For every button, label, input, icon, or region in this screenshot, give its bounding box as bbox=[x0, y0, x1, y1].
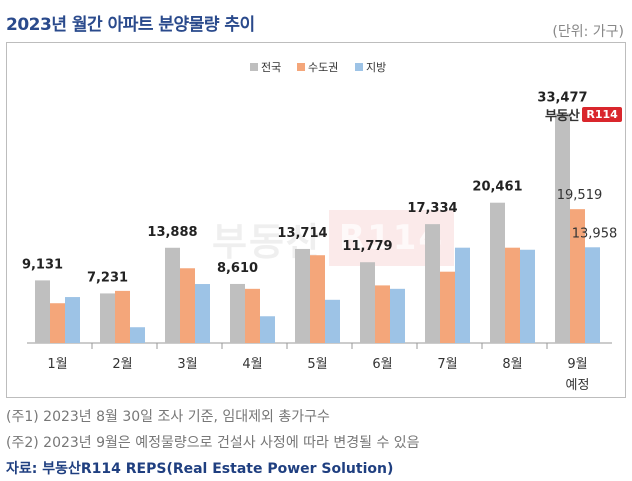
bar-지방-6 bbox=[455, 247, 470, 343]
x-tick-label-2: 3월 bbox=[177, 357, 197, 372]
bar-수도권-3 bbox=[245, 288, 260, 343]
bar-전국-4 bbox=[295, 248, 310, 343]
bar-수도권-0 bbox=[50, 303, 65, 343]
bar-전국-0 bbox=[35, 280, 50, 343]
x-tick-label-4: 5월 bbox=[307, 357, 327, 372]
bar-지방-0 bbox=[65, 297, 80, 343]
unit-label: (단위: 가구) bbox=[552, 24, 624, 40]
bar-전국-3 bbox=[230, 283, 245, 343]
bar-chart: 전국 수도권 지방 9,131 1월 7,231 2월 13,888 3월 8,610 4월 13,7… bbox=[22, 61, 618, 393]
x-tick-label-3: 4월 bbox=[242, 357, 262, 372]
x-tick-label-6: 7월 bbox=[437, 357, 457, 372]
footnote-2: (주2) 2023년 9월은 예정물량으로 건설사 사정에 따라 변경될 수 있… bbox=[6, 435, 420, 451]
bar-전국-7 bbox=[490, 202, 505, 343]
bar-수도권-2 bbox=[180, 268, 195, 343]
x-tick-sublabel-8: 예정 bbox=[566, 378, 590, 393]
bar-지방-2 bbox=[195, 284, 210, 343]
data-label-전국-3: 8,610 bbox=[217, 261, 258, 276]
bar-전국-5 bbox=[360, 262, 375, 343]
legend-swatch-0 bbox=[250, 63, 258, 71]
bar-전국-2 bbox=[165, 247, 180, 343]
x-tick-label-8: 9월 bbox=[567, 357, 587, 372]
logo-badge: R114 bbox=[582, 107, 622, 122]
bar-지방-3 bbox=[260, 316, 275, 343]
legend-label-2: 지방 bbox=[366, 61, 386, 74]
bar-지방-8 bbox=[585, 247, 600, 343]
data-label-전국-8: 33,477 bbox=[537, 90, 587, 105]
legend-label-1: 수도권 bbox=[308, 61, 338, 74]
bar-지방-1 bbox=[130, 327, 145, 343]
data-label-전국-4: 13,714 bbox=[277, 226, 327, 241]
x-tick-label-0: 1월 bbox=[47, 357, 67, 372]
data-label-전국-7: 20,461 bbox=[472, 180, 522, 195]
legend-swatch-1 bbox=[297, 63, 305, 71]
chart-frame: 부동산 R114 전국 수도권 지방 9,131 1월 7,231 2월 13,888 3월 8,… bbox=[6, 42, 626, 398]
x-tick-label-1: 2월 bbox=[112, 357, 132, 372]
x-tick-label-7: 8월 bbox=[502, 357, 522, 372]
data-label-수도권-8: 19,519 bbox=[557, 188, 603, 203]
data-label-전국-1: 7,231 bbox=[87, 270, 128, 285]
bar-지방-7 bbox=[520, 249, 535, 343]
footnote-1: (주1) 2023년 8월 30일 조사 기준, 임대제외 총가구수 bbox=[6, 409, 330, 425]
bar-수도권-1 bbox=[115, 290, 130, 343]
bar-수도권-7 bbox=[505, 247, 520, 343]
bar-수도권-6 bbox=[440, 271, 455, 343]
bar-지방-5 bbox=[390, 288, 405, 343]
page-title: 2023년 월간 아파트 분양물량 추이 bbox=[6, 15, 255, 35]
data-label-전국-5: 11,779 bbox=[342, 239, 392, 254]
bar-전국-6 bbox=[425, 224, 440, 343]
data-label-전국-0: 9,131 bbox=[22, 257, 63, 272]
bar-수도권-4 bbox=[310, 255, 325, 343]
legend-label-0: 전국 bbox=[261, 61, 281, 74]
data-label-전국-2: 13,888 bbox=[147, 225, 197, 240]
source-credit: 자료: 부동산R114 REPS(Real Estate Power Solut… bbox=[6, 461, 394, 477]
bar-수도권-5 bbox=[375, 285, 390, 343]
legend-swatch-2 bbox=[355, 63, 363, 71]
data-label-전국-6: 17,334 bbox=[407, 201, 457, 216]
bar-수도권-8 bbox=[570, 209, 585, 343]
bar-전국-1 bbox=[100, 293, 115, 343]
data-label-지방-8: 13,958 bbox=[572, 226, 618, 241]
x-tick-label-5: 6월 bbox=[372, 357, 392, 372]
bar-전국-8 bbox=[555, 113, 570, 344]
r114-logo: 부동산 R114 bbox=[545, 105, 622, 124]
logo-word: 부동산 bbox=[545, 109, 580, 124]
bar-지방-4 bbox=[325, 299, 340, 343]
